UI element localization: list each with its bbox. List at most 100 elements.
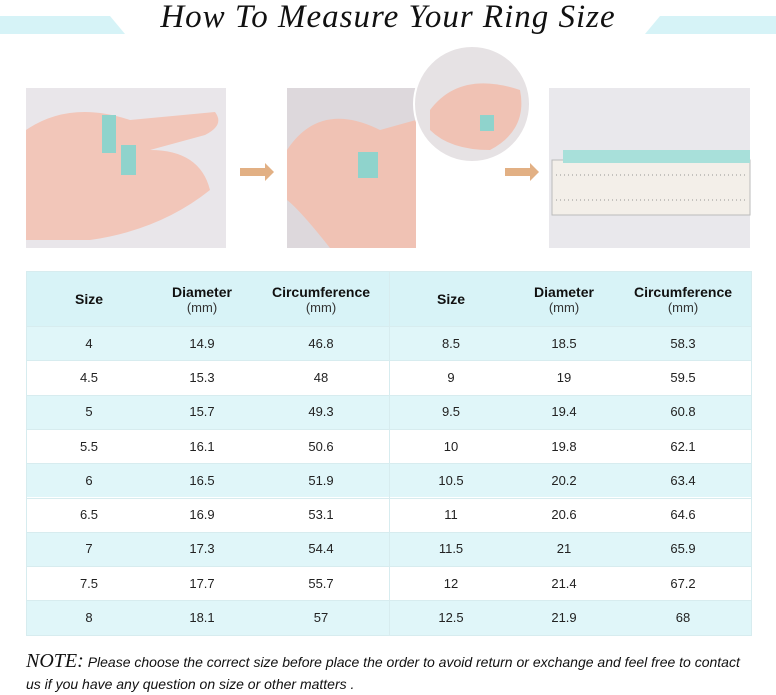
header-name: Diameter	[172, 283, 232, 300]
cell: 48	[313, 369, 329, 385]
row-bg	[389, 394, 751, 429]
header-unit: (mm)	[667, 299, 699, 315]
cell: 49.3	[308, 404, 334, 420]
row-bg	[27, 497, 389, 532]
row-bg	[389, 497, 751, 532]
cell: 16.1	[189, 438, 215, 454]
cell: 11	[444, 507, 458, 523]
cell: 60.8	[670, 404, 696, 420]
row-bg	[389, 600, 751, 635]
strip	[121, 145, 136, 175]
cell: 65.9	[670, 541, 696, 557]
cell: 57	[313, 610, 329, 626]
cell: 17.7	[189, 575, 215, 591]
cell: 59.5	[670, 369, 696, 385]
cell: 18.5	[551, 335, 577, 351]
cell: 11.5	[438, 541, 464, 557]
cell: 4	[85, 335, 93, 351]
cell: 55.7	[308, 575, 334, 591]
cell: 15.7	[189, 404, 215, 420]
cell: 8	[85, 610, 93, 626]
cell: 51.9	[308, 472, 334, 488]
strip	[563, 150, 750, 163]
ruler-ticks	[556, 174, 748, 201]
strip	[480, 115, 494, 131]
cell: 14.9	[189, 335, 215, 351]
row-bg	[27, 326, 389, 361]
row-bg	[27, 463, 389, 498]
cell: 9.5	[441, 404, 461, 420]
cell: 7	[85, 541, 93, 557]
cell: 15.3	[189, 369, 215, 385]
divider	[389, 272, 390, 635]
row-bg	[389, 360, 751, 395]
cell: 19.4	[551, 404, 577, 420]
arrow	[240, 163, 274, 181]
cell: 16.9	[189, 507, 215, 523]
cell: 64.6	[670, 507, 696, 523]
column-header: Diameter (mm)	[513, 272, 615, 326]
row-bg	[389, 463, 751, 498]
cell: 17.3	[189, 541, 215, 557]
strip	[102, 115, 116, 153]
column-header: Circumference (mm)	[615, 272, 751, 326]
cell: 62.1	[670, 438, 696, 454]
strip	[358, 152, 378, 178]
cell: 16.5	[189, 472, 215, 488]
title: How To Measure Your Ring Size	[160, 0, 616, 35]
cell: 20.6	[551, 507, 577, 523]
header-name: Size	[436, 291, 465, 307]
cell: 10	[443, 438, 459, 454]
cell: 20.2	[551, 472, 577, 488]
column-header: Circumference (mm)	[253, 272, 389, 326]
note-text: Please choose the correct size before pl…	[26, 654, 740, 692]
size-table: Size Diameter (mm) Circumference (mm) 4 14.9 46…	[26, 271, 752, 636]
title-band-left	[0, 16, 125, 34]
note-label: NOTE:	[26, 650, 84, 672]
row-bg	[389, 531, 751, 567]
cell: 6	[85, 472, 93, 488]
cell: 5	[85, 404, 93, 420]
header-name: Circumference	[633, 283, 733, 300]
header-unit: (mm)	[186, 299, 218, 315]
cell: 50.6	[308, 438, 334, 454]
cell: 58.3	[670, 335, 696, 351]
cell: 6.5	[79, 507, 99, 523]
row-bg	[27, 600, 389, 635]
row-bg	[389, 566, 751, 601]
header-name: Circumference	[271, 283, 371, 300]
row-bg	[27, 394, 389, 429]
cell: 7.5	[79, 575, 99, 591]
cell: 18.1	[189, 610, 215, 626]
hand	[430, 83, 522, 150]
row-bg	[27, 428, 389, 464]
arrow	[505, 163, 539, 181]
hand	[26, 112, 219, 240]
row-bg	[389, 326, 751, 361]
cell: 21.9	[551, 610, 577, 626]
illustrations	[0, 16, 776, 248]
row-bg	[27, 566, 389, 601]
cell: 12.5	[438, 610, 464, 626]
header-unit: (mm)	[305, 299, 337, 315]
column-header: Diameter (mm)	[151, 272, 253, 326]
ruler	[551, 159, 751, 216]
cell: 19.8	[551, 438, 577, 454]
cell: 5.5	[79, 438, 99, 454]
cell: 21.4	[551, 575, 577, 591]
cell: 8.5	[441, 335, 461, 351]
column-header: Size	[389, 272, 513, 326]
header-unit: (mm)	[548, 299, 580, 315]
hand	[287, 118, 416, 248]
row-bg	[27, 531, 389, 567]
header-name: Size	[74, 291, 103, 307]
column-header: Size	[27, 272, 151, 326]
cell: 54.4	[308, 541, 334, 557]
title-band-right	[645, 16, 776, 34]
cell: 9	[447, 369, 455, 385]
cell: 4.5	[79, 369, 99, 385]
row-bg	[389, 428, 751, 464]
header-name: Diameter	[534, 283, 594, 300]
cell: 19	[556, 369, 572, 385]
